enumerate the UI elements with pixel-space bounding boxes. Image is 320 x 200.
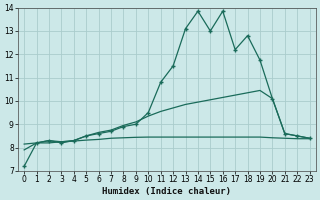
X-axis label: Humidex (Indice chaleur): Humidex (Indice chaleur) (102, 187, 231, 196)
